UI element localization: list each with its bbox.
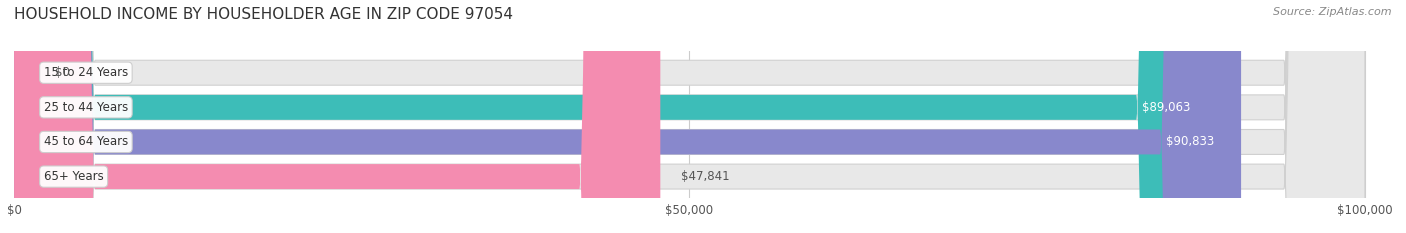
FancyBboxPatch shape <box>14 0 1365 233</box>
FancyBboxPatch shape <box>14 0 1241 233</box>
Text: 25 to 44 Years: 25 to 44 Years <box>44 101 128 114</box>
FancyBboxPatch shape <box>14 0 1218 233</box>
Text: 45 to 64 Years: 45 to 64 Years <box>44 135 128 148</box>
Text: Source: ZipAtlas.com: Source: ZipAtlas.com <box>1274 7 1392 17</box>
FancyBboxPatch shape <box>14 0 1365 233</box>
FancyBboxPatch shape <box>14 0 1365 233</box>
Text: $90,833: $90,833 <box>1166 135 1213 148</box>
Text: HOUSEHOLD INCOME BY HOUSEHOLDER AGE IN ZIP CODE 97054: HOUSEHOLD INCOME BY HOUSEHOLDER AGE IN Z… <box>14 7 513 22</box>
Text: $89,063: $89,063 <box>1142 101 1189 114</box>
Text: $47,841: $47,841 <box>681 170 730 183</box>
Text: $0: $0 <box>55 66 69 79</box>
FancyBboxPatch shape <box>14 0 661 233</box>
Text: 15 to 24 Years: 15 to 24 Years <box>44 66 128 79</box>
FancyBboxPatch shape <box>14 0 1365 233</box>
Text: 65+ Years: 65+ Years <box>44 170 104 183</box>
